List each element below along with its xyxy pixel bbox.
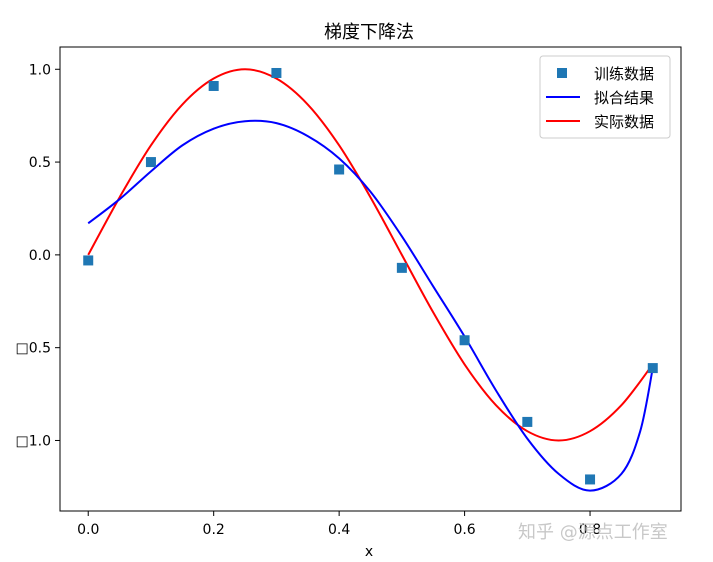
scatter-point	[522, 416, 533, 427]
x-tick-label: 0.4	[328, 522, 350, 538]
x-tick-label: 0.6	[453, 522, 475, 538]
scatter-point	[271, 67, 282, 78]
y-axis: 1.0 0.5 0.0 □0.5 □1.0	[16, 62, 60, 449]
y-tick-label: 0.0	[29, 248, 51, 264]
x-axis: 0.0 0.2 0.4 0.6 0.8	[77, 511, 601, 538]
y-tick-label: 1.0	[29, 62, 51, 78]
scatter-point	[334, 164, 345, 175]
y-tick-label: □1.0	[16, 433, 52, 449]
legend-label: 实际数据	[594, 113, 654, 131]
legend-marker	[557, 68, 567, 78]
series-line-实际数据	[87, 68, 654, 442]
legend-box	[539, 55, 671, 139]
scatter-point	[208, 80, 219, 91]
x-tick-label: 0.2	[203, 522, 225, 538]
scatter-point	[585, 474, 596, 485]
x-tick-label: 0.0	[77, 522, 99, 538]
scatter-point	[83, 255, 94, 266]
y-tick-label: 0.5	[29, 155, 51, 171]
y-tick-label: □0.5	[16, 341, 52, 357]
x-axis-label: x	[365, 544, 373, 560]
legend-label: 拟合结果	[594, 89, 654, 107]
scatter-point	[396, 262, 407, 273]
watermark: 知乎 @源点工作室	[518, 522, 668, 543]
scatter-point	[145, 157, 156, 168]
series-layer	[83, 67, 658, 492]
legend-label: 训练数据	[594, 65, 654, 83]
scatter-point	[459, 335, 470, 346]
scatter-point	[647, 363, 658, 374]
x-tick-label: 0.8	[579, 522, 601, 538]
chart-title: 梯度下降法	[324, 22, 414, 43]
series-line-拟合结果	[87, 119, 654, 492]
